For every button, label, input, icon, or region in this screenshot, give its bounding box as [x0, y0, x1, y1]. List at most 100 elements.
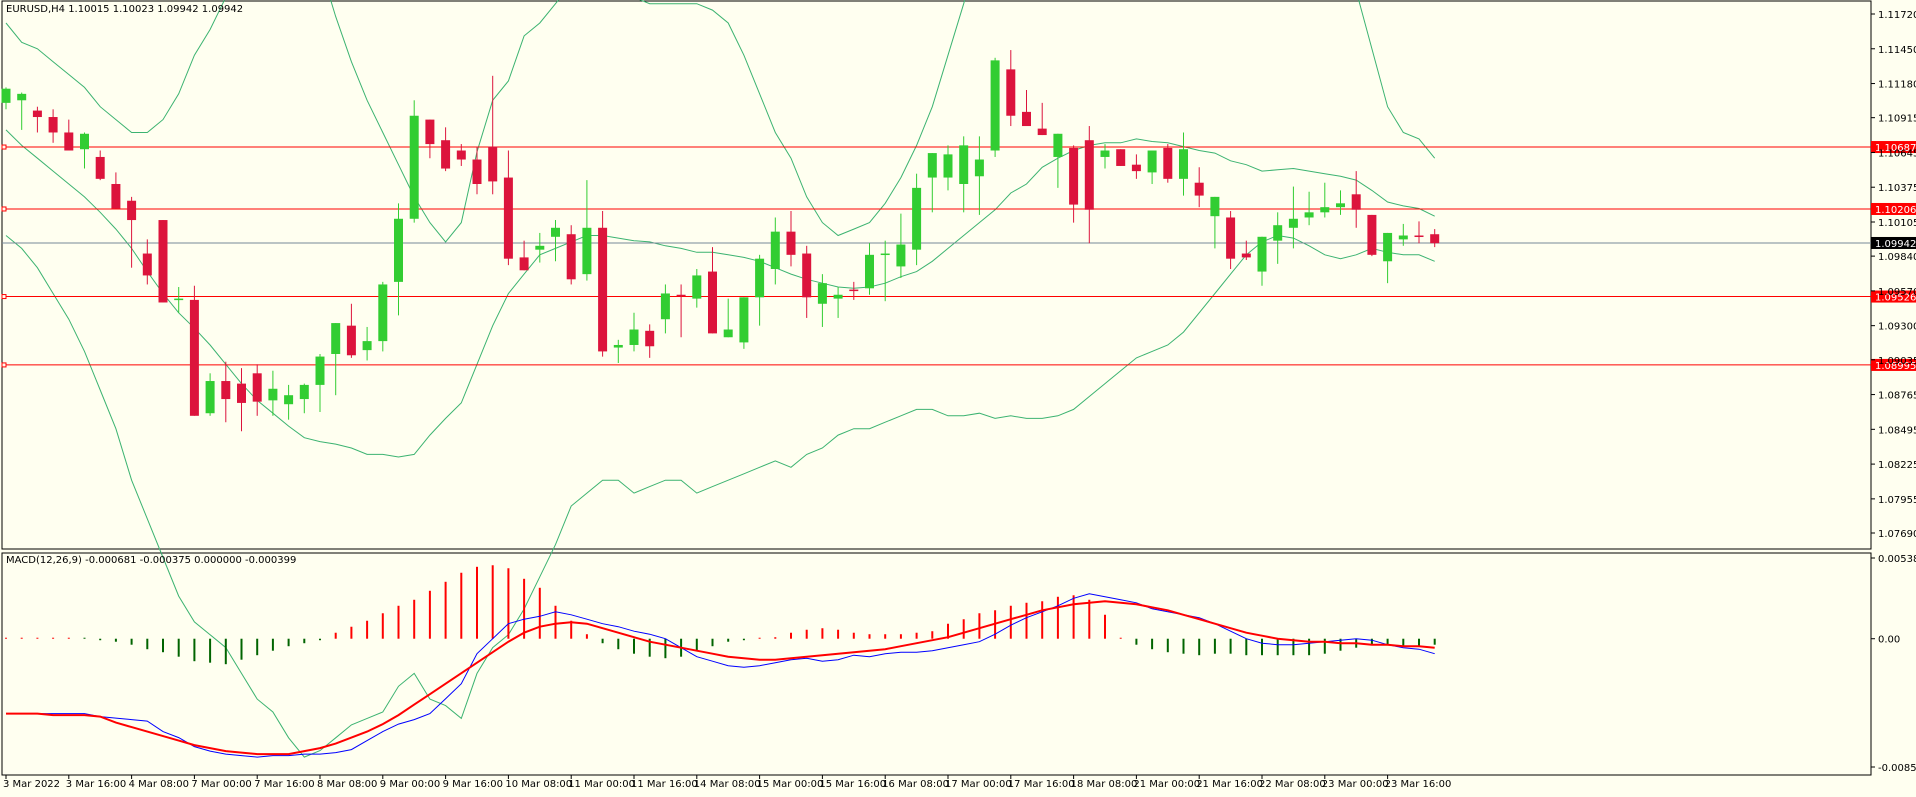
price-tick-label: 1.10915: [1878, 114, 1916, 125]
bull-candle: [1, 88, 11, 103]
bear-candle: [676, 294, 686, 297]
bull-candle: [299, 384, 309, 400]
bear-candle: [346, 325, 356, 356]
bull-candle: [613, 344, 623, 348]
bear-candle: [566, 234, 576, 280]
bull-candle: [535, 245, 545, 250]
bear-candle: [849, 289, 859, 292]
time-tick-label: 23 Mar 16:00: [1385, 779, 1452, 790]
bear-candle: [1414, 235, 1424, 238]
level-label: 1.09526: [1875, 293, 1916, 304]
bear-candle: [1194, 182, 1204, 196]
bull-candle: [1053, 133, 1063, 157]
macd-line: [6, 593, 1435, 758]
bear-candle: [95, 156, 105, 179]
bull-candle: [896, 244, 906, 267]
bull-candle: [1383, 232, 1393, 262]
bear-candle: [1430, 234, 1440, 244]
bear-candle: [111, 183, 121, 209]
bear-candle: [708, 271, 717, 334]
bear-candle: [64, 132, 74, 151]
bear-candle: [1351, 194, 1361, 210]
bull-candle: [660, 293, 670, 320]
time-tick-label: 9 Mar 00:00: [380, 779, 440, 790]
bear-candle: [441, 140, 451, 169]
price-tick-label: 1.09035: [1878, 356, 1916, 367]
bull-candle: [1257, 236, 1267, 272]
bear-candle: [786, 231, 796, 255]
level-handle: [1, 362, 7, 368]
bull-candle: [1147, 150, 1157, 173]
bear-candle: [598, 227, 608, 352]
price-tick-label: 1.10375: [1878, 183, 1916, 194]
time-tick-label: 11 Mar 16:00: [631, 779, 698, 790]
bull-candle: [943, 154, 953, 178]
bull-candle: [739, 297, 749, 343]
time-tick-label: 14 Mar 08:00: [694, 779, 761, 790]
time-tick-label: 3 Mar 16:00: [66, 779, 126, 790]
price-tick-label: 1.09570: [1878, 287, 1916, 298]
bull-candle: [551, 227, 560, 237]
candles: [1, 50, 1440, 432]
time-tick-label: 18 Mar 08:00: [1071, 779, 1138, 790]
bull-candle: [770, 231, 780, 269]
bear-candle: [127, 200, 137, 221]
bear-candle: [1022, 111, 1031, 127]
time-tick-label: 10 Mar 08:00: [505, 779, 572, 790]
bull-candle: [409, 115, 419, 219]
bull-candle: [331, 323, 341, 354]
time-tick-label: 7 Mar 00:00: [191, 779, 251, 790]
level-label: 1.10206: [1875, 205, 1916, 216]
bull-candle: [880, 253, 890, 256]
bear-candle: [221, 381, 231, 400]
bull-candle: [284, 395, 294, 405]
band-lower: [5, 234, 1435, 758]
bull-candle: [1304, 212, 1314, 218]
bull-candle: [927, 153, 937, 178]
bear-candle: [503, 177, 513, 259]
bull-candle: [1179, 149, 1188, 179]
bull-candle: [315, 356, 325, 385]
level-label: 1.10687: [1875, 143, 1916, 154]
bear-candle: [1037, 128, 1047, 136]
macd-indicator: [5, 565, 1436, 758]
price-tick-label: 1.11720: [1878, 10, 1916, 21]
price-axis: 1.11720 1.11450 1.11180 1.10915 1.10645 1.103…: [1871, 10, 1916, 540]
price-tick-label: 1.08225: [1878, 460, 1916, 471]
price-tick-label: 1.08495: [1878, 425, 1916, 436]
time-tick-label: 16 Mar 08:00: [882, 779, 949, 790]
time-tick-label: 15 Mar 16:00: [819, 779, 886, 790]
band-upper: [5, 0, 1436, 243]
bull-candle: [174, 298, 184, 301]
macd-title: MACD(12,26,9) -0.000681 -0.000375 0.0000…: [6, 555, 297, 566]
bull-candle: [833, 294, 843, 299]
price-tick-label: 1.09300: [1878, 322, 1916, 333]
time-tick-label: 15 Mar 00:00: [757, 779, 824, 790]
time-tick-label: 3 Mar 2022: [3, 779, 60, 790]
bull-candle: [205, 381, 215, 414]
level-handle: [1, 144, 7, 150]
main-panel-frame: [1, 0, 1872, 550]
bear-candle: [472, 159, 482, 184]
price-tick-label: 1.10645: [1878, 148, 1916, 159]
bull-candle: [990, 60, 1000, 151]
signal-line: [6, 600, 1435, 756]
time-tick-label: 9 Mar 16:00: [443, 779, 503, 790]
bear-candle: [1226, 217, 1236, 259]
bull-candle: [268, 388, 278, 401]
bull-candle: [80, 133, 89, 150]
bull-candle: [629, 329, 639, 345]
bull-candle: [723, 329, 733, 338]
bull-candle: [582, 227, 592, 275]
price-tick-label: 1.07690: [1878, 529, 1916, 540]
bull-candle: [378, 284, 388, 342]
bull-candle: [17, 93, 27, 101]
level-label-bg: [1871, 358, 1916, 371]
time-tick-label: 7 Mar 16:00: [254, 779, 314, 790]
bull-candle: [959, 145, 969, 184]
time-tick-label: 8 Mar 08:00: [317, 779, 377, 790]
price-tick-label: 1.11450: [1878, 45, 1916, 56]
horizontal-levels[interactable]: 1.10687 1.10206 1.09526 1.08995 1.09942: [1, 141, 1916, 372]
